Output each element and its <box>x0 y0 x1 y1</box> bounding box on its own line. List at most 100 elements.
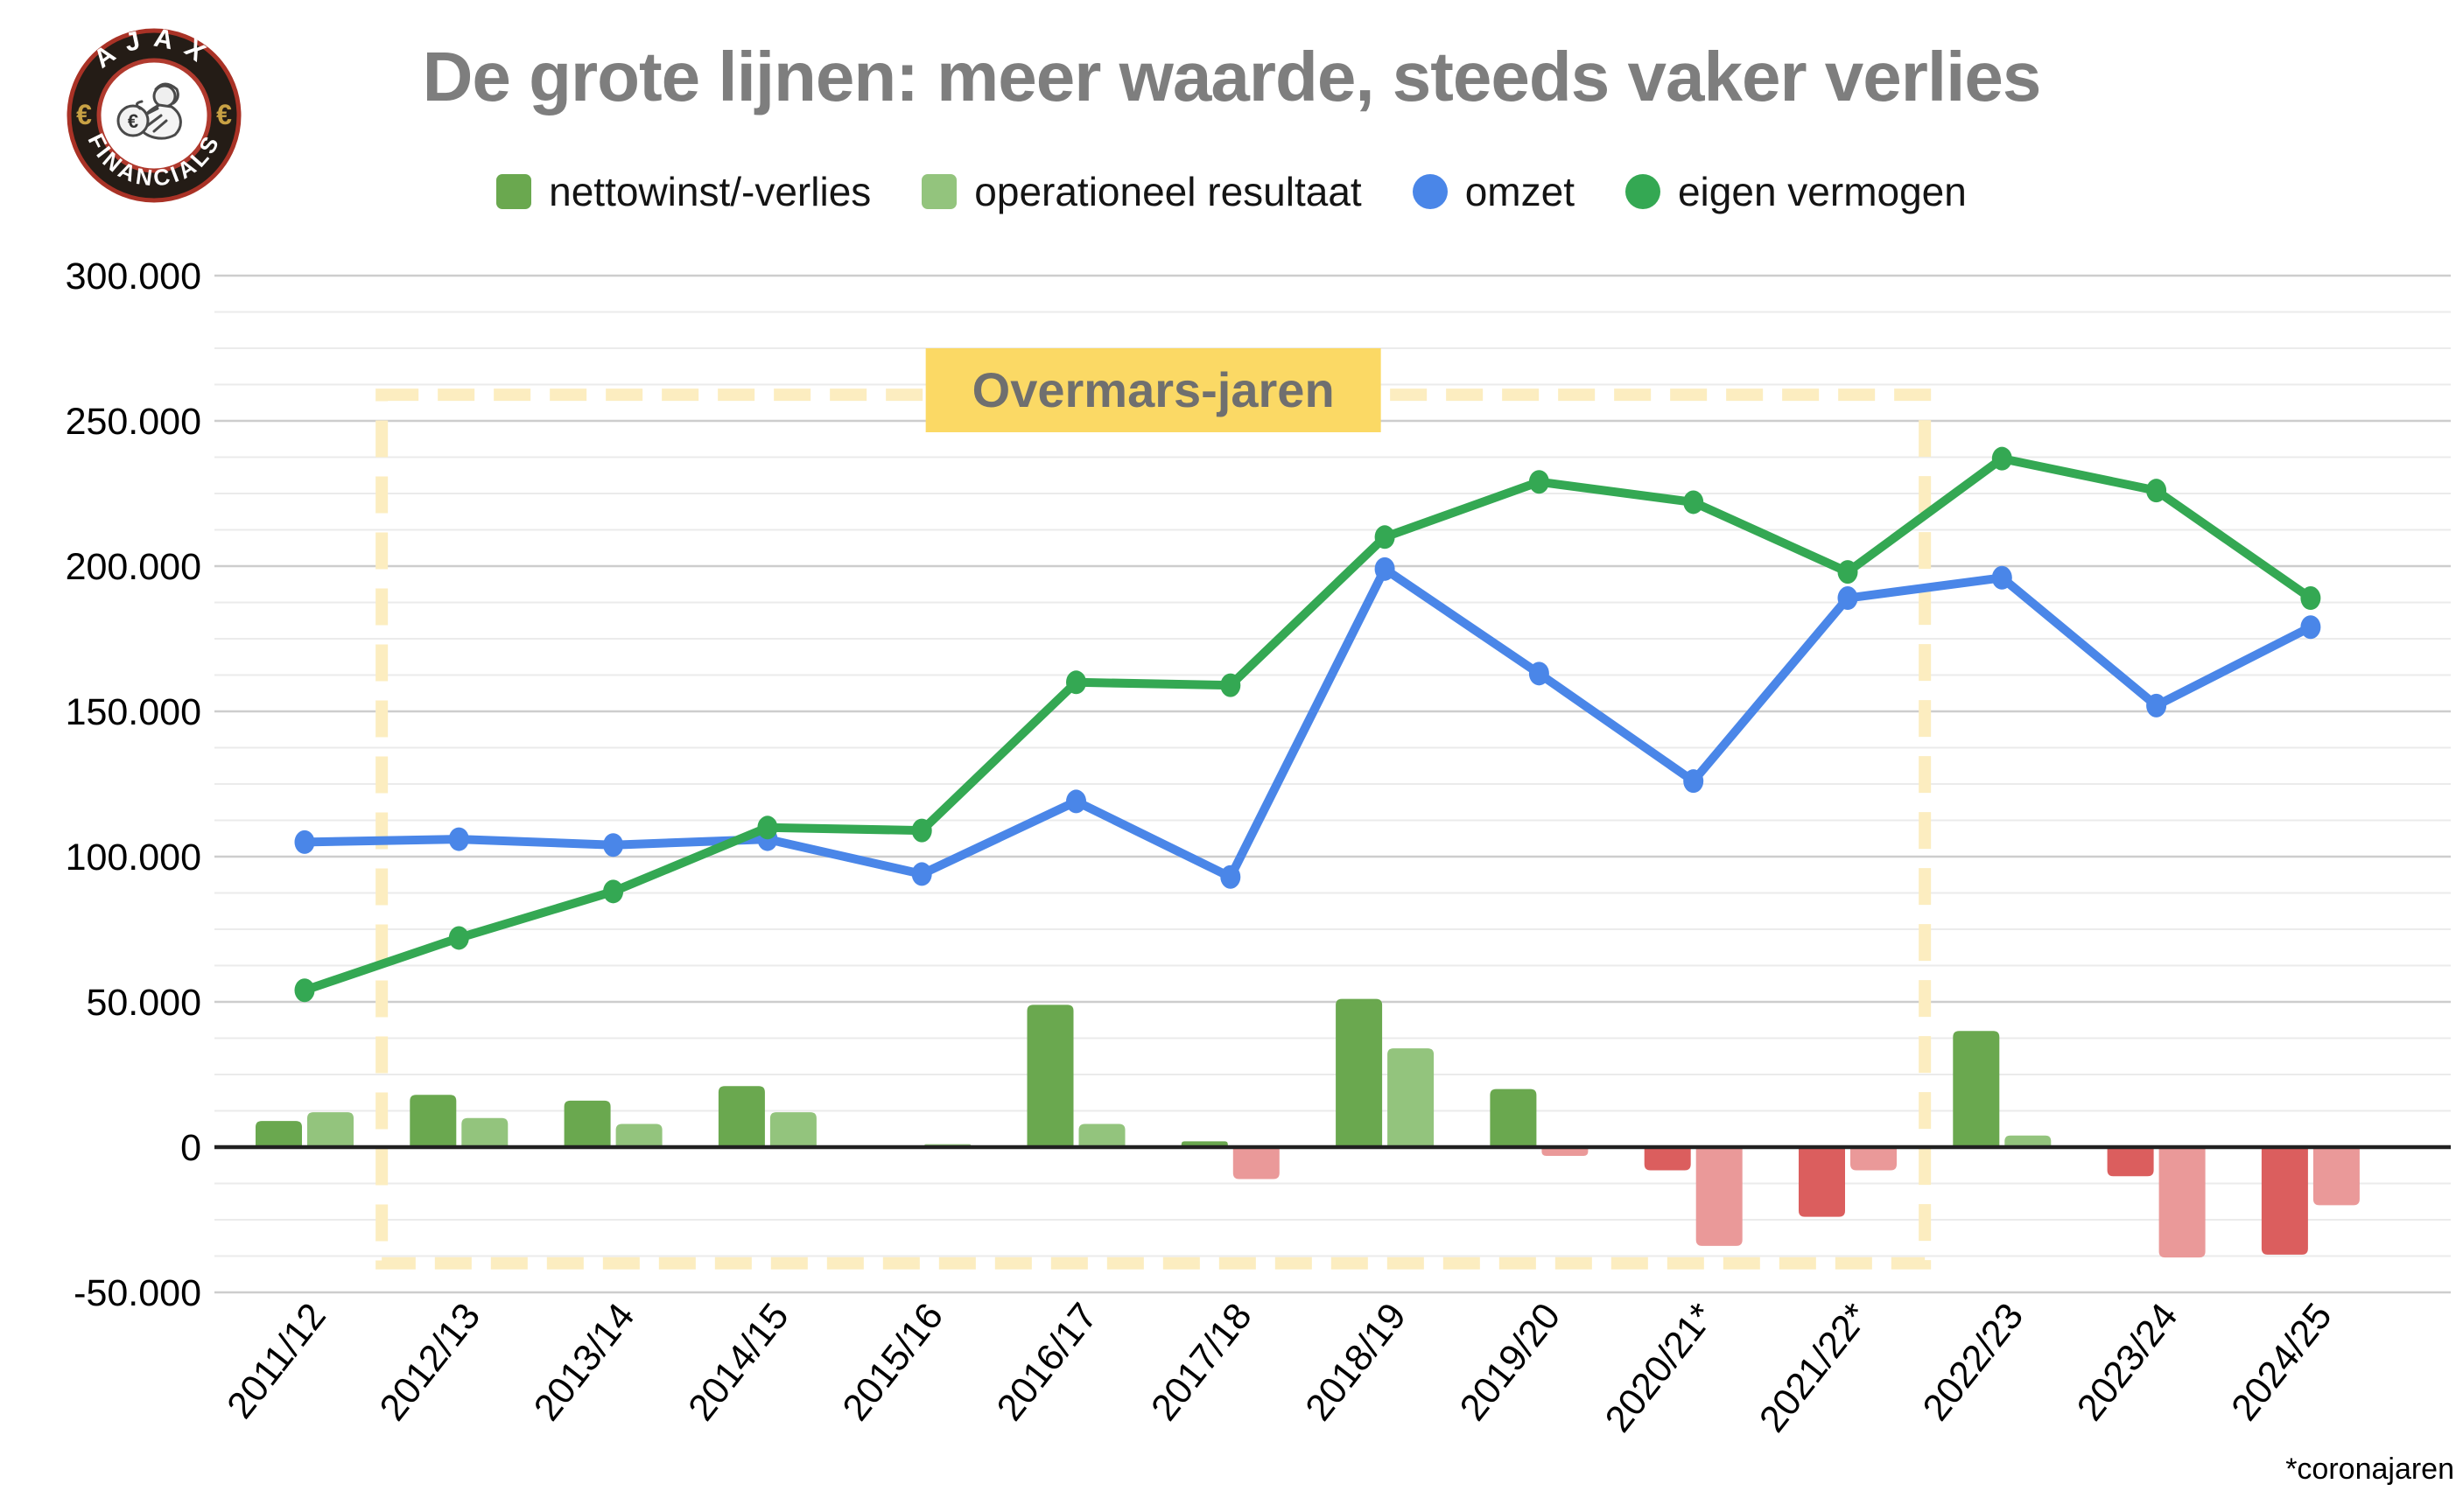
x-tick-label: 2017/18 <box>1143 1296 1260 1429</box>
x-tick-label: 2015/16 <box>835 1296 952 1429</box>
bar-nettowinst-2022/23 <box>1953 1031 2000 1147</box>
x-tick-label: 2022/23 <box>1915 1296 2032 1429</box>
legend-circle-icon <box>1412 174 1448 209</box>
y-axis-labels: 300.000 250.000 200.000 150.000 100.000 50.00… <box>66 256 201 1314</box>
figure-money-bag <box>116 104 150 137</box>
overmars-dashed-box <box>375 388 1932 1270</box>
logo-euro-left: € <box>76 99 92 130</box>
x-tick-label: 2014/15 <box>680 1296 797 1429</box>
x-tick-label: 2013/14 <box>526 1296 643 1429</box>
y-tick-label: 100.000 <box>66 836 201 878</box>
marker-eigen-vermogen-2020/21* <box>1683 490 1704 514</box>
y-tick-label: 200.000 <box>66 546 201 588</box>
x-tick-label: 2019/20 <box>1452 1296 1569 1429</box>
marker-omzet-2012/13 <box>448 827 469 851</box>
x-tick-label: 2018/19 <box>1297 1296 1414 1429</box>
bar-operationeel-2022/23 <box>2004 1135 2052 1147</box>
bar-operationeel-2019/20 <box>1541 1147 1589 1156</box>
marker-eigen-vermogen-2018/19 <box>1374 525 1395 550</box>
overmars-label: Overmars-jaren <box>972 362 1335 417</box>
bar-nettowinst-2023/24 <box>2107 1147 2154 1177</box>
y-tick-label: 300.000 <box>66 256 201 298</box>
x-tick-label: 2012/13 <box>372 1296 489 1429</box>
bars <box>256 998 2360 1258</box>
overmars-label-box <box>925 348 1381 432</box>
bar-nettowinst-2014/15 <box>718 1086 765 1147</box>
marker-eigen-vermogen-2019/20 <box>1528 470 1549 494</box>
marker-omzet-2024/25 <box>2300 615 2321 640</box>
legend-label: eigen vermogen <box>1677 169 1967 214</box>
marker-omzet-2015/16 <box>911 862 932 886</box>
legend-square-icon <box>496 174 532 209</box>
marker-omzet-2022/23 <box>1991 565 2012 590</box>
bar-nettowinst-2013/14 <box>564 1100 611 1147</box>
bar-operationeel-2018/19 <box>1387 1048 1435 1147</box>
marker-omzet-2011/12 <box>294 830 315 854</box>
marker-eigen-vermogen-2023/24 <box>2146 479 2167 503</box>
x-tick-label: 2024/25 <box>2223 1296 2340 1429</box>
marker-eigen-vermogen-2015/16 <box>911 818 932 843</box>
legend-circle-icon <box>1624 174 1660 209</box>
bar-operationeel-2011/12 <box>307 1112 354 1147</box>
figure-bag-tie <box>136 100 144 110</box>
marker-eigen-vermogen-2016/17 <box>1066 670 1086 695</box>
bar-nettowinst-2019/20 <box>1490 1088 1537 1147</box>
coronajaren-footnote: *coronajaren <box>2285 1452 2454 1486</box>
bar-operationeel-2013/14 <box>615 1124 663 1147</box>
legend-item-1: nettowinst/-verlies <box>496 168 871 215</box>
marker-eigen-vermogen-2024/25 <box>2300 586 2321 611</box>
y-tick-label: -50.000 <box>74 1272 201 1314</box>
marker-eigen-vermogen-2013/14 <box>603 879 624 904</box>
logo-bag-euro: € <box>128 110 138 132</box>
legend-item-4: eigen vermogen <box>1624 168 1967 215</box>
marker-eigen-vermogen-2017/18 <box>1220 673 1241 697</box>
legend-label: nettowinst/-verlies <box>549 169 872 214</box>
bar-nettowinst-2016/17 <box>1027 1004 1074 1147</box>
marker-eigen-vermogen-2011/12 <box>294 978 315 1003</box>
bar-nettowinst-2012/13 <box>410 1095 457 1147</box>
marker-eigen-vermogen-2022/23 <box>1991 446 2012 471</box>
chart-legend: nettowinst/-verlies operationeel resultaa… <box>0 168 2463 215</box>
marker-omzet-2020/21* <box>1683 769 1704 794</box>
x-tick-label: 2021/22* <box>1751 1295 1877 1439</box>
marker-omzet-2017/18 <box>1220 864 1241 889</box>
marker-omzet-2016/17 <box>1066 789 1086 814</box>
x-tick-label: 2023/24 <box>2069 1296 2186 1429</box>
marker-eigen-vermogen-2021/22* <box>1837 560 1858 584</box>
line-omzet <box>300 564 2315 882</box>
chart-title: De grote lijnen: meer waarde, steeds vak… <box>422 38 2042 116</box>
y-tick-label: 50.000 <box>86 982 201 1024</box>
marker-eigen-vermogen-2014/15 <box>757 816 778 840</box>
x-axis-labels: 2011/12 2012/13 2013/14 2014/15 2015/16 2016/… <box>219 1295 2340 1439</box>
marker-eigen-vermogen-2012/13 <box>448 926 469 950</box>
bar-nettowinst-2018/19 <box>1336 998 1383 1147</box>
y-tick-label: 250.000 <box>66 401 201 443</box>
marker-omzet-2013/14 <box>603 833 624 858</box>
bar-operationeel-2016/17 <box>1078 1124 1126 1147</box>
bar-operationeel-2021/22* <box>1850 1147 1897 1171</box>
line-eigen-vermogen <box>300 454 2315 995</box>
x-tick-label: 2016/17 <box>989 1296 1106 1429</box>
legend-label: omzet <box>1464 169 1575 214</box>
figure-hair <box>154 82 179 105</box>
bar-operationeel-2020/21* <box>1695 1147 1743 1246</box>
bar-operationeel-2023/24 <box>2158 1147 2206 1258</box>
logo-euro-right: € <box>216 99 232 130</box>
bar-nettowinst-2021/22* <box>1799 1147 1845 1217</box>
bar-operationeel-2012/13 <box>461 1117 509 1147</box>
bar-operationeel-2017/18 <box>1232 1147 1280 1180</box>
y-tick-label: 150.000 <box>66 691 201 733</box>
marker-omzet-2023/24 <box>2146 693 2167 718</box>
logo-player-figure <box>116 82 182 140</box>
marker-omzet-2019/20 <box>1528 662 1549 686</box>
legend-item-2: operationeel resultaat <box>922 168 1362 215</box>
bar-operationeel-2024/25 <box>2312 1147 2360 1206</box>
legend-item-3: omzet <box>1412 168 1575 215</box>
legend-label: operationeel resultaat <box>974 169 1362 214</box>
bar-nettowinst-2024/25 <box>2261 1147 2308 1255</box>
marker-omzet-2021/22* <box>1837 586 1858 611</box>
